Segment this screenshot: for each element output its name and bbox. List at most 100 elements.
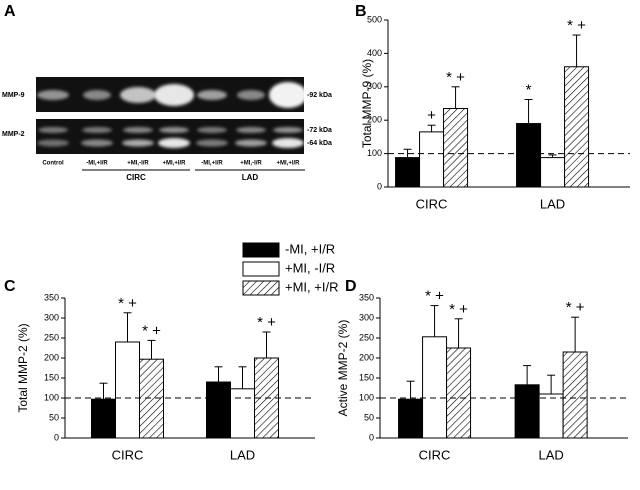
gel-band (159, 127, 189, 133)
panel-label: B (355, 3, 367, 20)
x-tick-label: CIRC (416, 196, 448, 211)
gel-lane-label: Control (42, 161, 64, 167)
significance: * + (567, 17, 586, 34)
gel-band (236, 127, 266, 133)
gel-band (37, 139, 69, 147)
gel-band (197, 90, 227, 100)
legend-label: +MI, -I/R (285, 260, 335, 275)
gel-band (83, 90, 111, 100)
gel-mmp2 (36, 119, 304, 154)
bar (206, 381, 231, 439)
gel-row-label: MMP-9 (2, 92, 25, 99)
y-tick-label: 100 (359, 392, 374, 402)
gel-row-label: MMP-2 (2, 131, 25, 138)
gel-band (237, 90, 265, 100)
gel-band (197, 127, 227, 133)
legend-label: -MI, +I/R (285, 241, 335, 256)
gel-band (235, 139, 267, 147)
gel-band (82, 127, 112, 133)
significance: * (526, 81, 532, 98)
y-tick-label: 350 (359, 292, 374, 302)
gel-band (123, 127, 153, 133)
y-tick-label: 0 (54, 432, 59, 442)
significance: * + (446, 69, 465, 86)
y-tick-label: 200 (367, 115, 382, 125)
significance: * + (257, 314, 276, 331)
gel-lane-label: -MI,+I/R (201, 161, 223, 167)
legend-label: +MI, +I/R (285, 279, 338, 294)
gel-group: CIRC (126, 173, 146, 182)
significance: * + (425, 288, 444, 305)
y-tick-label: 100 (367, 148, 382, 158)
gel-lane-label: +MI,-I/R (240, 161, 262, 167)
significance: * + (142, 322, 161, 339)
y-tick-label: 350 (44, 292, 59, 302)
gel-lane-label: -MI,+I/R (86, 161, 108, 167)
significance: * + (449, 301, 468, 318)
panel-label: D (345, 278, 357, 295)
y-tick-label: 300 (44, 312, 59, 322)
gel-band (38, 127, 68, 133)
x-tick-label: LAD (540, 196, 565, 211)
gel-marker: -64 kDa (307, 140, 332, 147)
panel-label: C (4, 278, 16, 295)
gel-band (196, 139, 228, 147)
bar (91, 398, 116, 439)
y-tick-label: 50 (49, 412, 59, 422)
y-tick-label: 250 (359, 332, 374, 342)
gel-group: LAD (242, 173, 259, 182)
bar (419, 131, 445, 188)
y-tick-label: 100 (44, 392, 59, 402)
y-axis-label: Total MMP-9 (%) (360, 59, 374, 148)
y-tick-label: 0 (377, 181, 382, 191)
gel-band (158, 138, 190, 148)
legend-swatch (242, 280, 280, 296)
significance: * + (118, 295, 137, 312)
bar (516, 123, 542, 188)
gel-band (269, 82, 307, 108)
bar (422, 336, 448, 439)
significance: * + (566, 299, 585, 316)
y-tick-label: 400 (367, 48, 382, 58)
gel-bands (37, 82, 307, 148)
bar (514, 384, 540, 439)
bar (538, 393, 564, 439)
x-tick-label: LAD (538, 447, 563, 462)
gel-band (272, 138, 304, 148)
y-tick-label: 500 (367, 14, 382, 24)
gel-band (81, 139, 113, 147)
bar (230, 388, 255, 439)
bar (395, 157, 421, 188)
gel-lane-label: +MI,+I/R (162, 161, 186, 167)
y-tick-label: 150 (44, 372, 59, 382)
legend-swatch (242, 242, 280, 258)
panel-label: A (4, 3, 16, 20)
gel-band (154, 84, 194, 106)
y-tick-label: 200 (359, 352, 374, 362)
x-tick-label: LAD (230, 447, 255, 462)
y-tick-label: 250 (44, 332, 59, 342)
significance: + (427, 107, 436, 124)
bar (562, 351, 588, 439)
gel-marker: -72 kDa (307, 127, 332, 134)
y-tick-label: 300 (367, 81, 382, 91)
gel-band (120, 87, 156, 103)
gel-lane-label: +MI,+I/R (276, 161, 300, 167)
x-tick-label: CIRC (112, 447, 144, 462)
bar (398, 398, 424, 439)
gel-band (37, 90, 69, 100)
bar (540, 157, 566, 188)
gel-band (122, 139, 154, 147)
bar (446, 347, 472, 439)
y-tick-label: 150 (359, 372, 374, 382)
x-tick-label: CIRC (419, 447, 451, 462)
bar (115, 341, 140, 439)
gel-band (273, 127, 303, 133)
y-tick-label: 50 (364, 412, 374, 422)
legend-swatch (242, 261, 280, 277)
gel-lane-label: +MI,-I/R (127, 161, 149, 167)
y-axis-label: Total MMP-2 (%) (16, 323, 30, 412)
y-tick-label: 0 (369, 432, 374, 442)
